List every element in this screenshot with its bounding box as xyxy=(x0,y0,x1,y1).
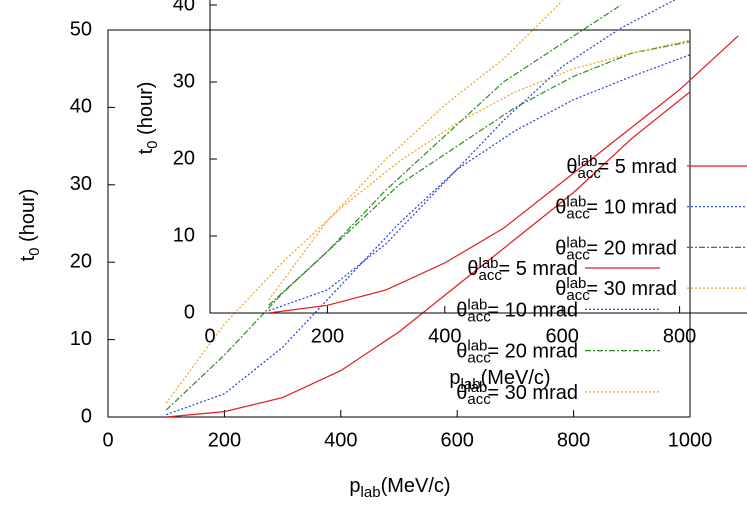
x-tick-label: 1000 xyxy=(668,429,713,451)
y-tick-label: 40 xyxy=(70,96,92,118)
x-tick-label: 400 xyxy=(428,325,461,347)
y-axis-label: t0 (hour) xyxy=(17,189,43,262)
x-tick-label: 400 xyxy=(324,429,357,451)
plot: 0 200 400 600 800 100001020304050plab(MeV/c)t… xyxy=(17,18,712,500)
y-tick-label: 40 xyxy=(173,0,195,15)
y-tick-label: 50 xyxy=(70,18,92,40)
x-tick-label: 600 xyxy=(441,429,474,451)
y-tick-label: 20 xyxy=(70,250,92,272)
legend-label: θacclab= 30 mrad xyxy=(555,275,677,303)
y-tick-label: 30 xyxy=(173,70,195,92)
curves xyxy=(268,0,739,313)
legend-label: θacclab= 20 mrad xyxy=(555,235,677,263)
data-line xyxy=(268,4,622,306)
x-tick-label: 600 xyxy=(546,325,579,347)
data-line xyxy=(165,54,690,416)
plot-frame xyxy=(107,29,691,418)
legend-label: θacclab= 10 mrad xyxy=(456,297,578,325)
x-axis-label: plab(MeV/c) xyxy=(349,475,450,501)
legend-label: θacclab= 10 mrad xyxy=(555,194,677,222)
x-axis-label: plab(MeV/c) xyxy=(449,367,550,393)
x-tick-label: 800 xyxy=(663,325,696,347)
data-line xyxy=(165,39,690,404)
curves xyxy=(165,39,690,417)
y-tick-label: 10 xyxy=(173,224,195,246)
x-tick-label: 200 xyxy=(311,325,344,347)
y-tick-label: 30 xyxy=(70,173,92,195)
x-tick-label: 0 xyxy=(102,429,113,451)
legend-label: θacclab= 20 mrad xyxy=(456,338,578,366)
data-line xyxy=(268,35,739,313)
legend-label: θacclab= 30 mrad xyxy=(456,379,578,407)
y-tick-label: 0 xyxy=(184,301,195,323)
y-tick-label: 10 xyxy=(70,328,92,350)
legend-label: θacclab= 5 mrad xyxy=(566,153,677,181)
x-tick-label: 200 xyxy=(208,429,241,451)
plot-frame xyxy=(209,0,747,314)
y-axis-label: t0 (hour) xyxy=(135,82,161,155)
plot: 0 200 400 600 800 0 10 20 30 40 plab(MeV/c) t0 (hou… xyxy=(135,0,747,393)
x-tick-label: 0 xyxy=(204,325,215,347)
data-line xyxy=(166,91,690,417)
y-tick-label: 20 xyxy=(173,147,195,169)
legend-label: θacclab= 5 mrad xyxy=(467,255,578,283)
x-tick-label: 800 xyxy=(557,429,590,451)
y-tick-label: 0 xyxy=(81,405,92,427)
data-line xyxy=(165,41,690,411)
data-line xyxy=(268,0,676,312)
